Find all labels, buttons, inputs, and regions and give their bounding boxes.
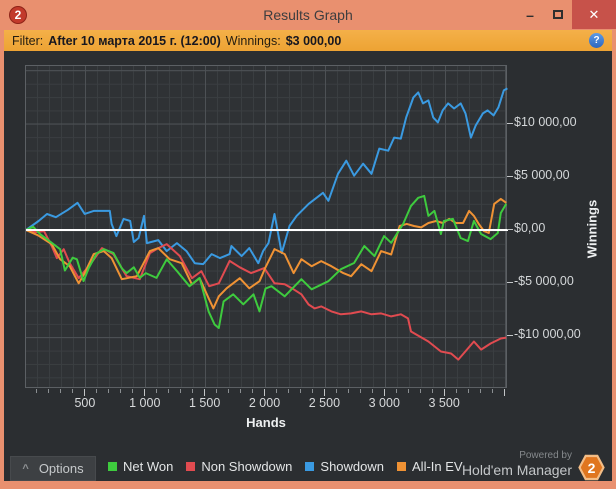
options-button[interactable]: ^ Options [10, 456, 96, 481]
bottom-bar: ^ Options Net Won Non Showdown Showdown All… [4, 445, 612, 481]
legend-item-all-in-ev[interactable]: All-In EV [397, 459, 463, 474]
y-tick-mark [507, 175, 513, 177]
winnings-label: Winnings: [225, 33, 281, 48]
x-tick-label: 3 500 [428, 396, 460, 410]
powered-by-block: Powered by Hold'em Manager [462, 450, 572, 478]
powered-by-text: Powered by [519, 450, 572, 461]
chart-legend: Net Won Non Showdown Showdown All-In EV [108, 459, 463, 474]
caret-up-icon: ^ [22, 462, 29, 475]
chart-region: 500 1 000 1 500 2 000 2 500 3 000 3 500 $10 00… [4, 51, 612, 445]
y-axis-title: Winnings [584, 199, 600, 259]
y-tick-mark [507, 335, 513, 337]
legend-label: Net Won [123, 459, 174, 474]
filter-bar: Filter: After 10 марта 2015 г. (12:00) W… [4, 30, 612, 51]
filter-label: Filter: [12, 33, 44, 48]
options-label: Options [38, 461, 84, 476]
maximize-button[interactable] [544, 0, 572, 29]
series-line-showdown [26, 87, 508, 266]
series-line-non-showdown [26, 229, 507, 361]
close-button[interactable]: ✕ [572, 0, 616, 29]
x-axis-major-ticks [25, 389, 507, 396]
winnings-value: $3 000,00 [285, 33, 342, 48]
x-tick-label: 3 000 [368, 396, 400, 410]
y-tick-mark [507, 229, 513, 230]
x-tick-label: 2 000 [248, 396, 281, 410]
window-controls: – ✕ [516, 0, 616, 30]
legend-item-net-won[interactable]: Net Won [108, 459, 173, 474]
maximize-icon [553, 10, 563, 19]
window-frame-bottom [0, 481, 616, 489]
x-axis-title: Hands [246, 415, 286, 430]
y-tick-mark [507, 122, 513, 124]
brand-text: Hold'em Manager [461, 462, 572, 478]
legend-label: Non Showdown [201, 459, 293, 474]
legend-swatch-icon [186, 462, 196, 471]
y-tick-label: $10 000,00 [514, 114, 577, 129]
plot-area [25, 65, 508, 388]
legend-swatch-icon [305, 462, 315, 471]
window-title: Results Graph [263, 7, 353, 23]
legend-item-showdown[interactable]: Showdown [305, 459, 384, 474]
x-tick-label: 1 000 [129, 396, 161, 410]
y-tick-mark [507, 282, 513, 284]
x-tick-label: 1 500 [188, 396, 221, 410]
filter-value: After 10 марта 2015 г. (12:00) [48, 33, 221, 48]
legend-item-non-showdown[interactable]: Non Showdown [186, 459, 292, 474]
title-bar: 2 Results Graph – ✕ [0, 0, 616, 30]
y-tick-label: -$10 000,00 [514, 327, 581, 342]
y-tick-label: $0,00 [514, 221, 546, 235]
help-icon[interactable]: ? [589, 33, 604, 48]
series-line-net-won [26, 194, 508, 329]
legend-swatch-icon [397, 462, 407, 471]
hm2-badge-icon: 2 [578, 454, 605, 481]
y-tick-label: -$5 000,00 [514, 274, 574, 289]
app-logo-icon: 2 [9, 6, 27, 24]
legend-label: Showdown [320, 459, 385, 474]
legend-label: All-In EV [412, 459, 463, 474]
x-tick-label: 500 [74, 396, 96, 410]
y-tick-label: $5 000,00 [514, 167, 570, 182]
x-tick-label: 2 500 [308, 396, 341, 410]
legend-swatch-icon [108, 462, 117, 471]
minimize-button[interactable]: – [526, 6, 534, 23]
